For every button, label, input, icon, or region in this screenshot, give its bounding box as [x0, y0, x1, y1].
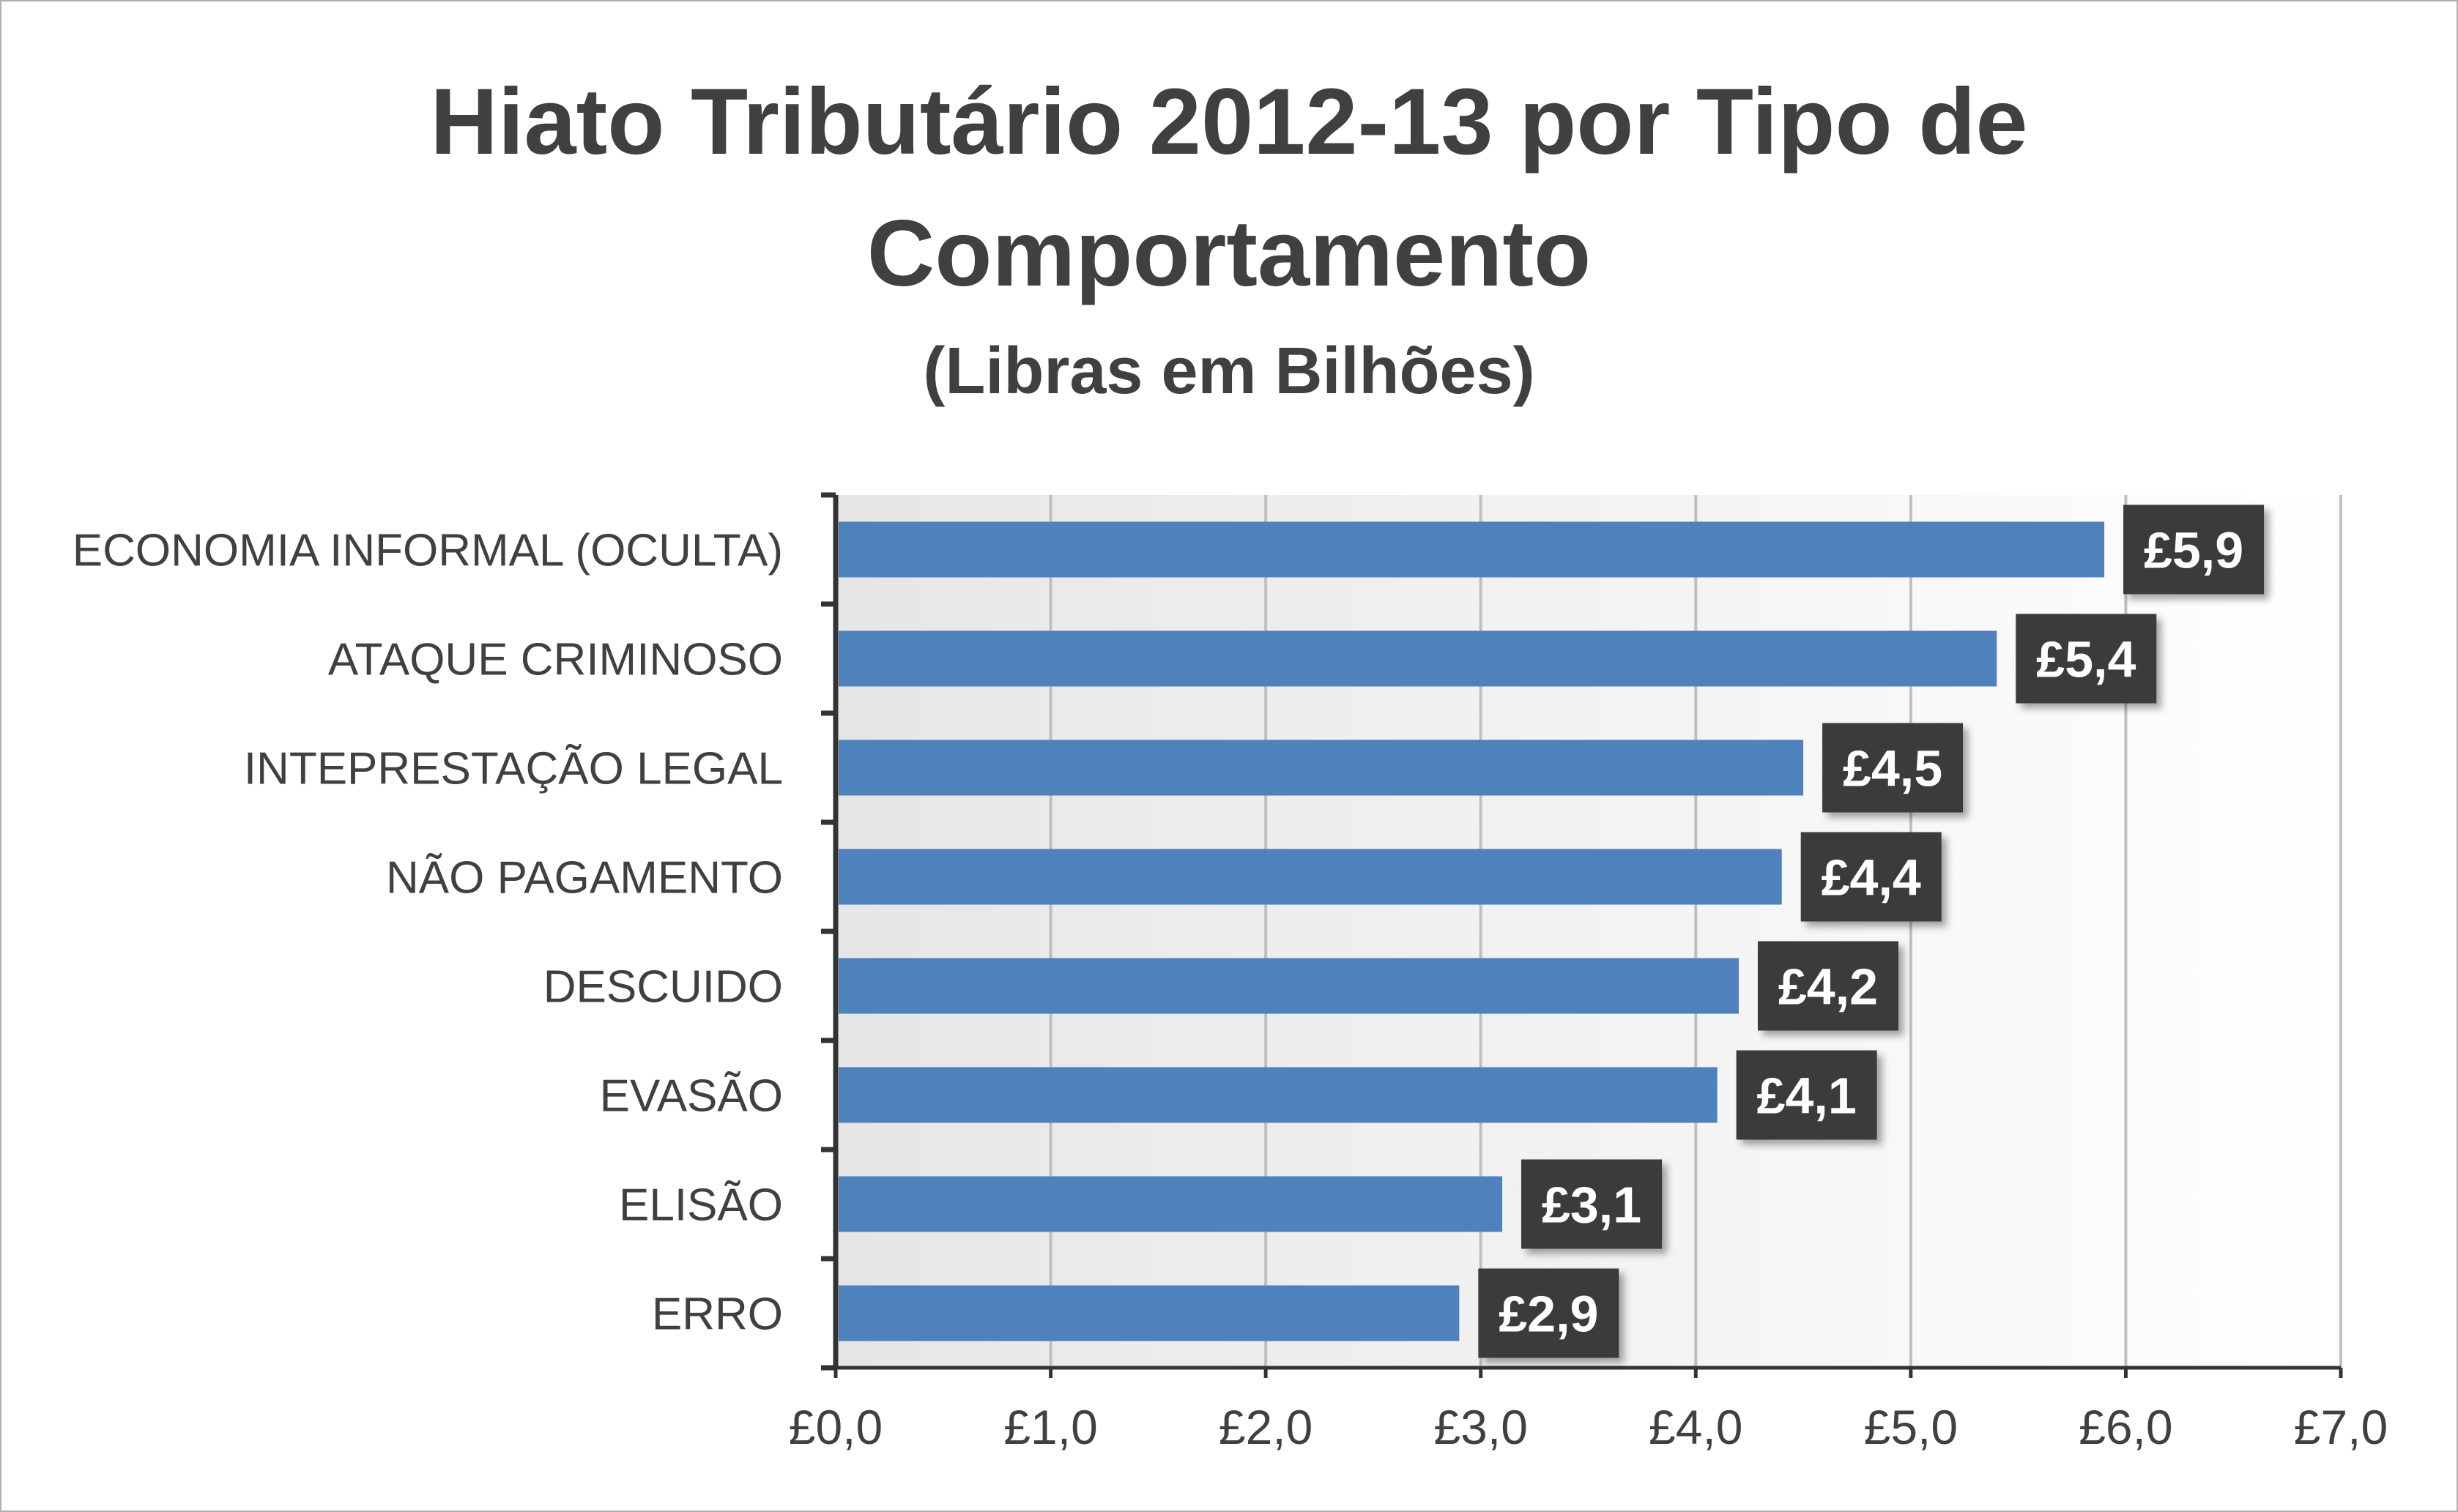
bar	[839, 740, 1804, 796]
y-category-label: ELISÃO	[619, 1180, 783, 1231]
data-label-box	[1478, 1268, 1619, 1358]
data-label: £4,4	[1822, 849, 1921, 906]
data-label: £4,1	[1757, 1068, 1857, 1125]
y-category-label: ATAQUE CRIMINOSO	[328, 635, 783, 685]
data-label-box	[1800, 832, 1942, 922]
y-category-label: ECONOMIA INFORMAL (OCULTA)	[73, 526, 783, 576]
x-tick-label: £5,0	[1864, 1400, 1958, 1454]
y-category-label: INTEPRESTAÇÃO LEGAL	[244, 744, 783, 794]
data-label: £2,9	[1499, 1286, 1598, 1343]
x-tick-label: £4,0	[1649, 1400, 1742, 1454]
chart-title-line-1: Hiato Tributário 2012-13 por Tipo de	[430, 70, 2028, 174]
data-label-box	[2123, 504, 2265, 595]
y-category-label: ERRO	[652, 1289, 783, 1340]
bar	[839, 1285, 1460, 1341]
y-category-label: DESCUIDO	[543, 962, 783, 1013]
chart-title-line-2: Comportamento	[866, 201, 1592, 306]
x-tick-label: £7,0	[2294, 1400, 2388, 1454]
data-label-box	[1758, 941, 1898, 1031]
bar	[839, 958, 1739, 1014]
data-label: £5,4	[2036, 631, 2136, 688]
data-label: £3,1	[1542, 1177, 1641, 1234]
x-tick-label: £0,0	[789, 1400, 883, 1454]
y-category-label: EVASÃO	[600, 1071, 783, 1122]
data-label: £4,5	[1843, 740, 1942, 797]
data-label-box	[2016, 614, 2157, 704]
data-label-box	[1736, 1050, 1877, 1140]
bar	[839, 849, 1782, 905]
y-category-label: NÃO PAGAMENTO	[386, 853, 783, 904]
bar	[839, 630, 1997, 687]
data-label: £4,2	[1778, 958, 1878, 1016]
data-label: £5,9	[2144, 522, 2243, 579]
bar	[839, 521, 2105, 578]
bar	[839, 1176, 1503, 1232]
bar	[839, 1067, 1718, 1123]
data-label-box	[1822, 723, 1964, 813]
x-tick-label: £1,0	[1003, 1400, 1097, 1454]
x-tick-label: £2,0	[1219, 1400, 1312, 1454]
data-label-box	[1521, 1159, 1663, 1249]
x-tick-label: £6,0	[2079, 1400, 2172, 1454]
chart-subtitle: (Libras em Bilhões)	[923, 335, 1535, 408]
x-tick-label: £3,0	[1433, 1400, 1527, 1454]
